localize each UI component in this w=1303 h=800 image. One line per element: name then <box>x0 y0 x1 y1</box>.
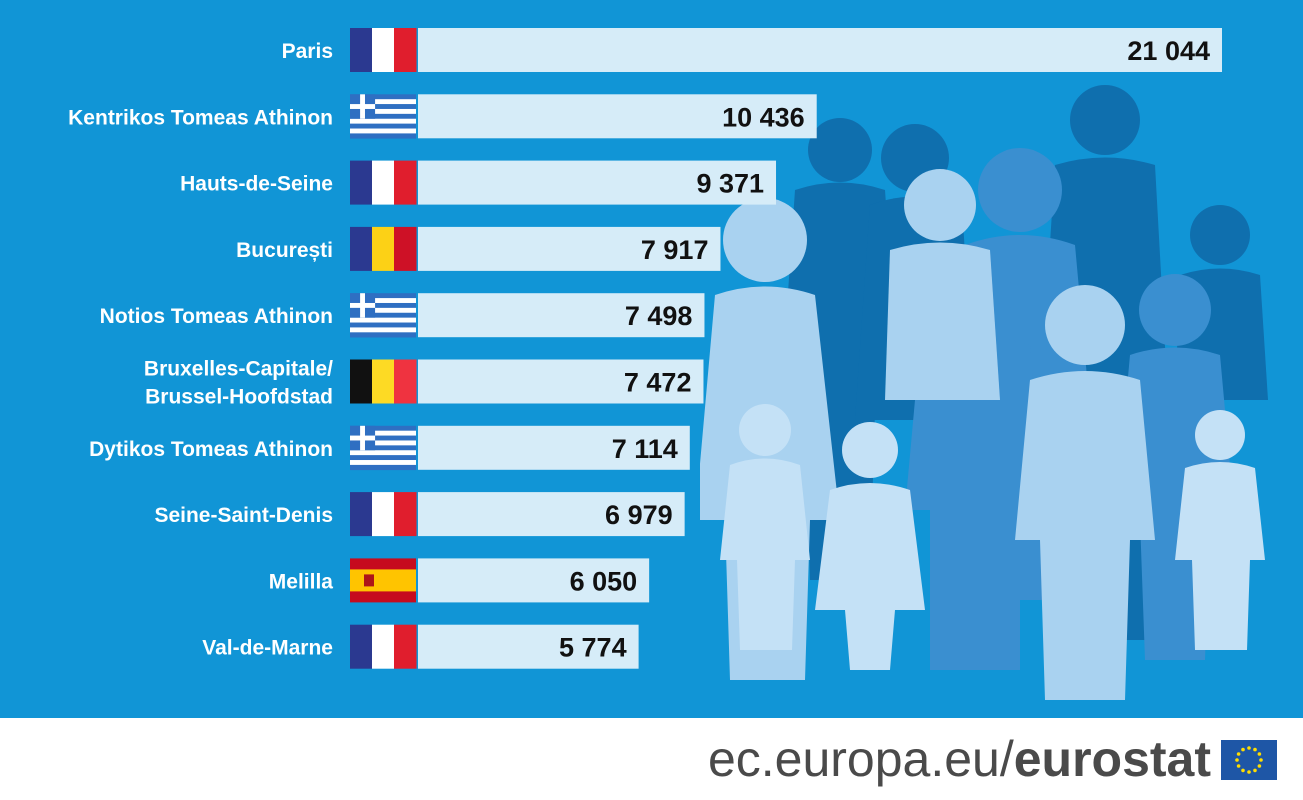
chart-panel: Paris 21 044 Kentrikos Tomeas Athinon 10 43… <box>0 0 1303 718</box>
bar <box>418 492 685 537</box>
value-label: 6 050 <box>570 566 638 596</box>
bar-row: Kentrikos Tomeas Athinon 10 436 <box>68 94 817 139</box>
france-flag-icon <box>350 492 417 537</box>
category-label: Melilla <box>269 570 334 593</box>
eurostat-url[interactable]: ec.europa.eu/eurostat <box>708 724 1211 794</box>
value-label: 5 774 <box>559 633 627 663</box>
france-flag-icon <box>350 160 417 205</box>
greece-flag-icon <box>350 94 416 139</box>
category-label: Hauts-de-Seine <box>180 173 333 196</box>
category-label: Seine-Saint-Denis <box>154 504 333 527</box>
category-label: Dytikos Tomeas Athinon <box>89 438 333 461</box>
value-label: 21 044 <box>1127 36 1210 66</box>
bar <box>418 624 639 669</box>
value-label: 10 436 <box>722 102 805 132</box>
bar-row: București 7 917 <box>236 226 721 271</box>
bar-row: Hauts-de-Seine 9 371 <box>180 160 777 205</box>
bar-row: Dytikos Tomeas Athinon 7 114 <box>89 425 690 471</box>
url-domain: ec.europa.eu/ <box>707 731 1014 787</box>
category-label: Notios Tomeas Athinon <box>100 305 333 328</box>
bar <box>418 28 1222 72</box>
eu-flag-icon <box>1221 740 1277 780</box>
greece-flag-icon <box>350 425 416 471</box>
value-label: 7 114 <box>612 434 678 464</box>
bar <box>418 293 705 338</box>
bar <box>418 425 690 470</box>
value-label: 9 371 <box>696 169 764 199</box>
bar-row: Notios Tomeas Athinon 7 498 <box>100 293 705 338</box>
bar <box>418 226 721 271</box>
spain-flag-icon <box>350 558 416 603</box>
france-flag-icon <box>350 624 417 669</box>
value-label: 7 472 <box>624 368 692 398</box>
romania-flag-icon <box>350 226 417 271</box>
bar-row: Paris 21 044 <box>282 28 1222 72</box>
value-label: 7 917 <box>641 235 709 265</box>
footer: ec.europa.eu/eurostat <box>0 718 1303 800</box>
bar-chart: Paris 21 044 Kentrikos Tomeas Athinon 10 43… <box>68 28 1222 669</box>
bar-row: Melilla 6 050 <box>269 558 650 603</box>
bar <box>418 359 704 404</box>
bar-row: Bruxelles-Capitale/Brussel-Hoofdstad 7 47… <box>144 358 704 409</box>
value-label: 6 979 <box>605 500 673 530</box>
category-label: Val-de-Marne <box>202 637 333 660</box>
bar <box>418 160 777 205</box>
category-label: Paris <box>282 40 333 63</box>
bar-row: Val-de-Marne 5 774 <box>202 624 639 669</box>
france-flag-icon <box>350 28 417 72</box>
bar <box>418 94 817 139</box>
people-silhouettes-illustration <box>700 85 1268 700</box>
greece-flag-icon <box>350 293 416 338</box>
value-label: 7 498 <box>625 301 693 331</box>
bar-row: Seine-Saint-Denis 6 979 <box>154 492 685 537</box>
category-label: Bruxelles-Capitale/Brussel-Hoofdstad <box>144 358 333 409</box>
category-label: București <box>236 239 333 262</box>
url-eurostat: eurostat <box>1013 731 1211 787</box>
bar <box>418 558 650 603</box>
belgium-flag-icon <box>350 359 417 404</box>
category-label: Kentrikos Tomeas Athinon <box>68 106 333 129</box>
